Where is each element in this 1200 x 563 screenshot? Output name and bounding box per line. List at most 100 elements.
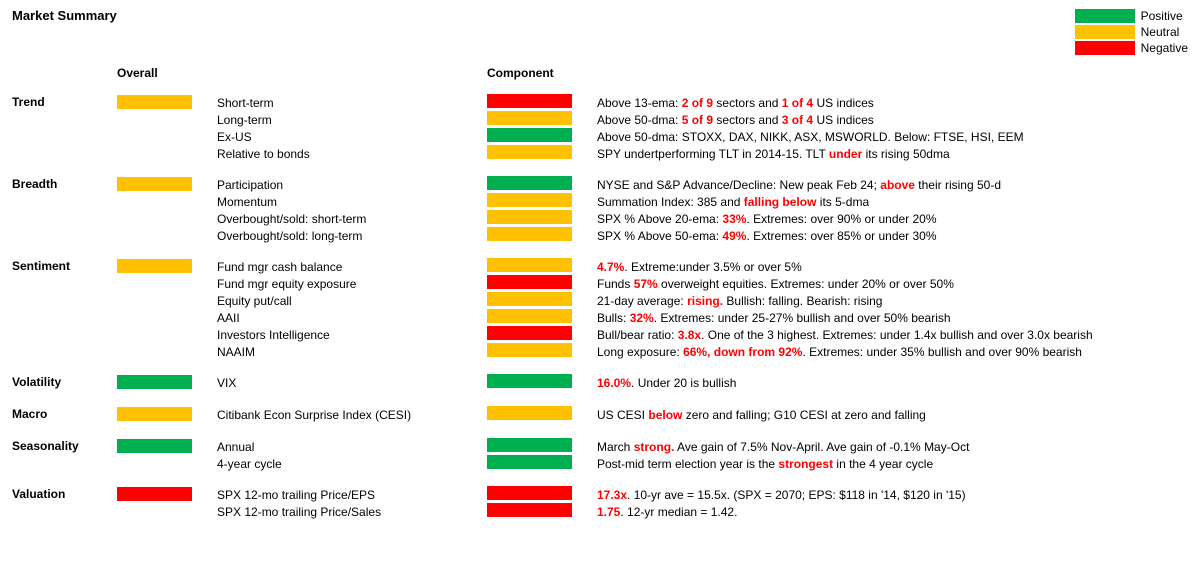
emph-text: 4.7%: [597, 260, 624, 274]
component-rows: SPX 12-mo trailing Price/EPS17.3x. 10-yr…: [217, 486, 1188, 520]
component-rows: Citibank Econ Surprise Index (CESI) US CE…: [217, 406, 1188, 423]
overall-swatch-cell: [117, 406, 217, 424]
emph-text: 1 of 4: [782, 96, 813, 110]
desc-text: overweight equities. Extremes: under 20%…: [658, 277, 954, 291]
desc-text: SPX % Above 20-ema:: [597, 212, 722, 226]
component-swatch: [487, 176, 572, 190]
component-label: Fund mgr cash balance: [217, 260, 487, 274]
section-label: Volatility: [12, 374, 117, 389]
desc-text: Above 50-dma: STOXX, DAX, NIKK, ASX, MSW…: [597, 130, 1024, 144]
section: Valuation SPX 12-mo trailing Price/EPS17.…: [12, 486, 1188, 520]
component-label: SPX 12-mo trailing Price/Sales: [217, 505, 487, 519]
emph-text: 3.8x: [678, 328, 701, 342]
component-swatch: [487, 111, 572, 125]
component-desc: Above 13-ema: 2 of 9 sectors and 1 of 4 …: [597, 96, 1188, 110]
component-swatch: [487, 438, 572, 452]
desc-text: US CESI: [597, 408, 648, 422]
component-row: SPX 12-mo trailing Price/EPS17.3x. 10-yr…: [217, 486, 1188, 503]
component-label: VIX: [217, 376, 487, 390]
emph-text: above: [880, 178, 915, 192]
page-title: Market Summary: [12, 8, 117, 23]
section-label: Valuation: [12, 486, 117, 501]
emph-text: under: [829, 147, 862, 161]
legend-row: Positive: [1075, 8, 1188, 24]
top-row: Market Summary Positive Neutral Negative: [12, 8, 1188, 56]
legend-label: Positive: [1141, 9, 1183, 23]
component-rows: Participation NYSE and S&P Advance/Declin…: [217, 176, 1188, 244]
component-swatch: [487, 258, 572, 272]
desc-text: zero and falling; G10 CESI at zero and f…: [682, 408, 925, 422]
component-label: Participation: [217, 178, 487, 192]
component-label: 4-year cycle: [217, 457, 487, 471]
legend: Positive Neutral Negative: [1075, 8, 1188, 56]
sections-container: TrendShort-termAbove 13-ema: 2 of 9 sect…: [12, 94, 1188, 520]
component-label: NAAIM: [217, 345, 487, 359]
component-swatch-cell: [487, 227, 597, 244]
component-swatch-cell: [487, 275, 597, 292]
component-swatch-cell: [487, 176, 597, 193]
desc-text: . Extreme:under 3.5% or over 5%: [624, 260, 801, 274]
component-desc: March strong. Ave gain of 7.5% Nov-April…: [597, 440, 1188, 454]
component-row: VIX16.0%. Under 20 is bullish: [217, 374, 1188, 391]
emph-text: strong.: [634, 440, 675, 454]
component-desc: Bull/bear ratio: 3.8x. One of the 3 high…: [597, 328, 1188, 342]
legend-label: Negative: [1141, 41, 1188, 55]
desc-text: their rising 50-d: [915, 178, 1001, 192]
legend-swatch: [1075, 9, 1135, 23]
component-rows: Short-term Above 13-ema: 2 of 9 sectors a…: [217, 94, 1188, 162]
component-swatch-cell: [487, 374, 597, 391]
component-label: Citibank Econ Surprise Index (CESI): [217, 408, 487, 422]
desc-text: Funds: [597, 277, 634, 291]
component-rows: VIX16.0%. Under 20 is bullish: [217, 374, 1188, 391]
component-desc: 21-day average: rising. Bullish: falling…: [597, 294, 1188, 308]
component-swatch-cell: [487, 193, 597, 210]
desc-text: in the 4 year cycle: [833, 457, 933, 471]
component-rows: Fund mgr cash balance 4.7%. Extreme:under…: [217, 258, 1188, 360]
desc-text: . Extremes: over 85% or under 30%: [746, 229, 936, 243]
component-swatch: [487, 292, 572, 306]
desc-text: its rising 50dma: [862, 147, 949, 161]
overall-swatch: [117, 95, 192, 109]
component-row: Participation NYSE and S&P Advance/Declin…: [217, 176, 1188, 193]
component-swatch: [487, 275, 572, 289]
emph-text: 5 of 9: [682, 113, 713, 127]
component-desc: Summation Index: 385 and falling below i…: [597, 195, 1188, 209]
component-desc: Funds 57% overweight equities. Extremes:…: [597, 277, 1188, 291]
component-swatch: [487, 406, 572, 420]
desc-text: NYSE and S&P Advance/Decline: New peak F…: [597, 178, 880, 192]
component-swatch-cell: [487, 292, 597, 309]
component-row: AnnualMarch strong. Ave gain of 7.5% Nov…: [217, 438, 1188, 455]
component-label: Relative to bonds: [217, 147, 487, 161]
component-desc: Above 50-dma: 5 of 9 sectors and 3 of 4 …: [597, 113, 1188, 127]
component-swatch-cell: [487, 326, 597, 343]
component-swatch-cell: [487, 111, 597, 128]
desc-text: . 12-yr median = 1.42.: [620, 505, 737, 519]
overall-swatch: [117, 375, 192, 389]
section-label: Breadth: [12, 176, 117, 191]
component-row: Momentum Summation Index: 385 and falling…: [217, 193, 1188, 210]
section-label: Macro: [12, 406, 117, 421]
desc-text: sectors and: [713, 96, 782, 110]
component-label: Fund mgr equity exposure: [217, 277, 487, 291]
component-label: Momentum: [217, 195, 487, 209]
overall-swatch: [117, 439, 192, 453]
component-desc: Post-mid term election year is the stron…: [597, 457, 1188, 471]
component-swatch-cell: [487, 309, 597, 326]
component-desc: 1.75. 12-yr median = 1.42.: [597, 505, 1188, 519]
legend-swatch: [1075, 25, 1135, 39]
section: Macro Citibank Econ Surprise Index (CESI)…: [12, 406, 1188, 424]
desc-text: Ave gain of 7.5% Nov-April. Ave gain of …: [674, 440, 969, 454]
component-row: Citibank Econ Surprise Index (CESI) US CE…: [217, 406, 1188, 423]
emph-text: 1.75: [597, 505, 620, 519]
component-rows: AnnualMarch strong. Ave gain of 7.5% Nov…: [217, 438, 1188, 472]
section: Volatility VIX16.0%. Under 20 is bullish: [12, 374, 1188, 392]
desc-text: 21-day average:: [597, 294, 687, 308]
desc-text: . 10-yr ave = 15.5x. (SPX = 2070; EPS: $…: [627, 488, 966, 502]
legend-label: Neutral: [1141, 25, 1180, 39]
emph-text: 57%: [634, 277, 658, 291]
component-label: Ex-US: [217, 130, 487, 144]
emph-text: 2 of 9: [682, 96, 713, 110]
component-label: Short-term: [217, 96, 487, 110]
section: TrendShort-termAbove 13-ema: 2 of 9 sect…: [12, 94, 1188, 162]
component-row: Relative to bondsSPY undertperforming TL…: [217, 145, 1188, 162]
